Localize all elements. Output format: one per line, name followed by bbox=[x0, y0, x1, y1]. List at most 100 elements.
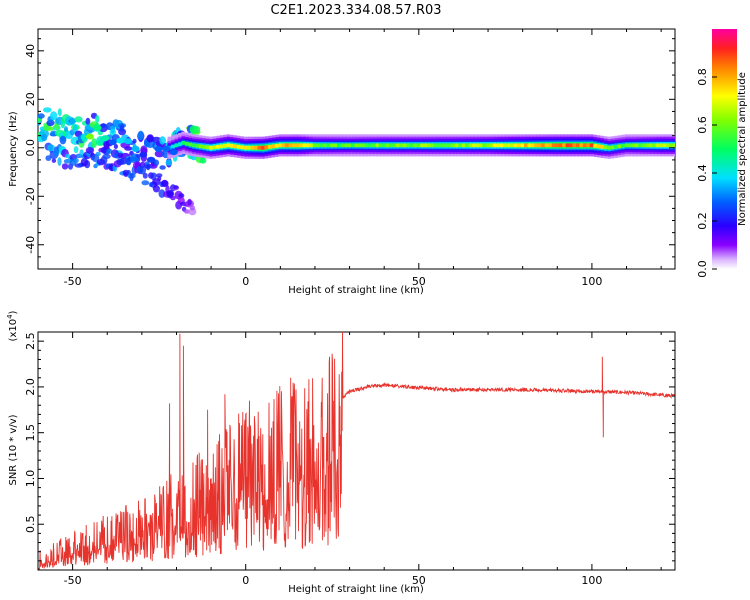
snr-panel: -50 0 50 100 0.5 1.0 1.5 2.0 2.5 Height of stra… bbox=[6, 310, 676, 595]
heatmap-cell bbox=[409, 143, 414, 148]
heatmap-cell bbox=[139, 151, 148, 158]
heatmap-cell bbox=[402, 143, 408, 148]
heatmap-cell bbox=[215, 144, 221, 149]
colorbar: 0.0 0.2 0.4 0.6 0.8 Normalized spectral ampl… bbox=[696, 29, 748, 278]
heatmap-cell bbox=[184, 209, 190, 214]
colorbar-gradient bbox=[712, 29, 737, 269]
heatmap-cell bbox=[285, 143, 290, 148]
heatmap-cell bbox=[219, 144, 224, 149]
spectrogram-y-axis-label: Frequency (Hz) bbox=[8, 111, 19, 187]
heatmap-cell bbox=[295, 143, 300, 148]
x-tick-label: -50 bbox=[64, 574, 82, 587]
heatmap-cell bbox=[274, 143, 279, 148]
heatmap-cell bbox=[229, 143, 234, 148]
heatmap-cell bbox=[582, 143, 588, 148]
heatmap-cell bbox=[257, 145, 262, 150]
heatmap-cell bbox=[361, 143, 366, 148]
heatmap-cell bbox=[51, 158, 57, 163]
heatmap-cell bbox=[382, 143, 387, 148]
heatmap-cell bbox=[101, 135, 110, 142]
heatmap-cell bbox=[530, 143, 536, 148]
heatmap-cell bbox=[333, 143, 338, 148]
heatmap-cell bbox=[47, 144, 56, 152]
heatmap-cell bbox=[146, 156, 155, 163]
heatmap-cell bbox=[472, 143, 477, 148]
spectrogram-heatmap bbox=[38, 107, 675, 216]
heatmap-cell bbox=[492, 143, 498, 148]
heatmap-cell bbox=[596, 144, 601, 149]
heatmap-cell bbox=[187, 198, 192, 206]
heatmap-cell bbox=[137, 130, 144, 141]
heatmap-cell bbox=[191, 143, 196, 148]
heatmap-cell bbox=[124, 138, 132, 145]
heatmap-cell bbox=[302, 143, 307, 148]
heatmap-cell bbox=[195, 143, 200, 148]
spectrogram-x-axis-label: Height of straight line (km) bbox=[288, 285, 424, 296]
x-tick-label: 50 bbox=[412, 574, 426, 587]
heatmap-cell bbox=[430, 143, 435, 148]
heatmap-cell bbox=[458, 143, 463, 148]
heatmap-cell bbox=[641, 143, 646, 148]
colorbar-ticks: 0.0 0.2 0.4 0.6 0.8 bbox=[696, 68, 717, 278]
heatmap-cell bbox=[160, 180, 169, 188]
heatmap-cell bbox=[278, 143, 283, 148]
colorbar-label: Normalized spectral amplitude bbox=[737, 72, 748, 226]
heatmap-cell bbox=[150, 172, 157, 181]
heatmap-cell bbox=[579, 143, 584, 148]
heatmap-cell bbox=[236, 144, 241, 149]
heatmap-cell bbox=[340, 143, 345, 148]
heatmap-cell bbox=[344, 143, 349, 148]
snr-series-line bbox=[38, 332, 675, 570]
heatmap-cell bbox=[434, 143, 439, 148]
heatmap-cell bbox=[267, 144, 273, 149]
heatmap-cell bbox=[73, 146, 79, 154]
x-tick-label: 50 bbox=[412, 275, 426, 288]
heatmap-cell bbox=[170, 144, 176, 149]
heatmap-cell bbox=[184, 141, 189, 146]
heatmap-cell bbox=[102, 153, 111, 159]
heatmap-cell bbox=[109, 128, 117, 136]
heatmap-cell bbox=[527, 143, 532, 148]
heatmap-cell bbox=[569, 143, 574, 148]
heatmap-cell bbox=[558, 143, 563, 148]
heatmap-cell bbox=[174, 143, 179, 148]
heatmap-cell bbox=[395, 143, 401, 148]
heatmap-cell bbox=[589, 143, 594, 148]
heatmap-cell bbox=[309, 143, 314, 148]
figure-title: C2E1.2023.334.08.57.R03 bbox=[270, 3, 441, 18]
heatmap-cell bbox=[181, 141, 186, 145]
heatmap-cell bbox=[489, 143, 494, 148]
heatmap-cell bbox=[95, 151, 101, 157]
colorbar-tick-label: 0.2 bbox=[696, 212, 709, 230]
heatmap-cell bbox=[319, 143, 324, 148]
heatmap-cell bbox=[672, 143, 675, 148]
heatmap-cell bbox=[189, 205, 195, 211]
heatmap-cell bbox=[326, 143, 331, 148]
heatmap-cell bbox=[541, 143, 546, 148]
heatmap-cell bbox=[496, 143, 501, 148]
heatmap-cell bbox=[131, 145, 140, 152]
heatmap-cell bbox=[233, 144, 238, 149]
heatmap-cell bbox=[482, 143, 487, 148]
heatmap-cell bbox=[600, 144, 605, 149]
heatmap-cell bbox=[193, 126, 201, 133]
heatmap-cell bbox=[47, 126, 54, 131]
heatmap-cell bbox=[468, 143, 473, 148]
heatmap-cell bbox=[371, 143, 376, 148]
heatmap-cell bbox=[357, 143, 363, 148]
heatmap-cell bbox=[93, 124, 102, 131]
heatmap-cell bbox=[250, 145, 255, 150]
heatmap-cell bbox=[506, 143, 511, 148]
heatmap-cell bbox=[499, 143, 504, 148]
heatmap-cell bbox=[188, 142, 193, 147]
heatmap-cell bbox=[627, 143, 633, 148]
heatmap-cell bbox=[208, 145, 214, 150]
heatmap-cell bbox=[645, 143, 650, 148]
heatmap-cell bbox=[440, 143, 446, 148]
heatmap-cell bbox=[347, 143, 352, 148]
heatmap-cell bbox=[378, 143, 383, 148]
heatmap-cell bbox=[389, 143, 394, 148]
snr-y-ticks: 0.5 1.0 1.5 2.0 2.5 bbox=[24, 332, 675, 571]
heatmap-cell bbox=[226, 143, 231, 148]
heatmap-cell bbox=[85, 117, 91, 125]
